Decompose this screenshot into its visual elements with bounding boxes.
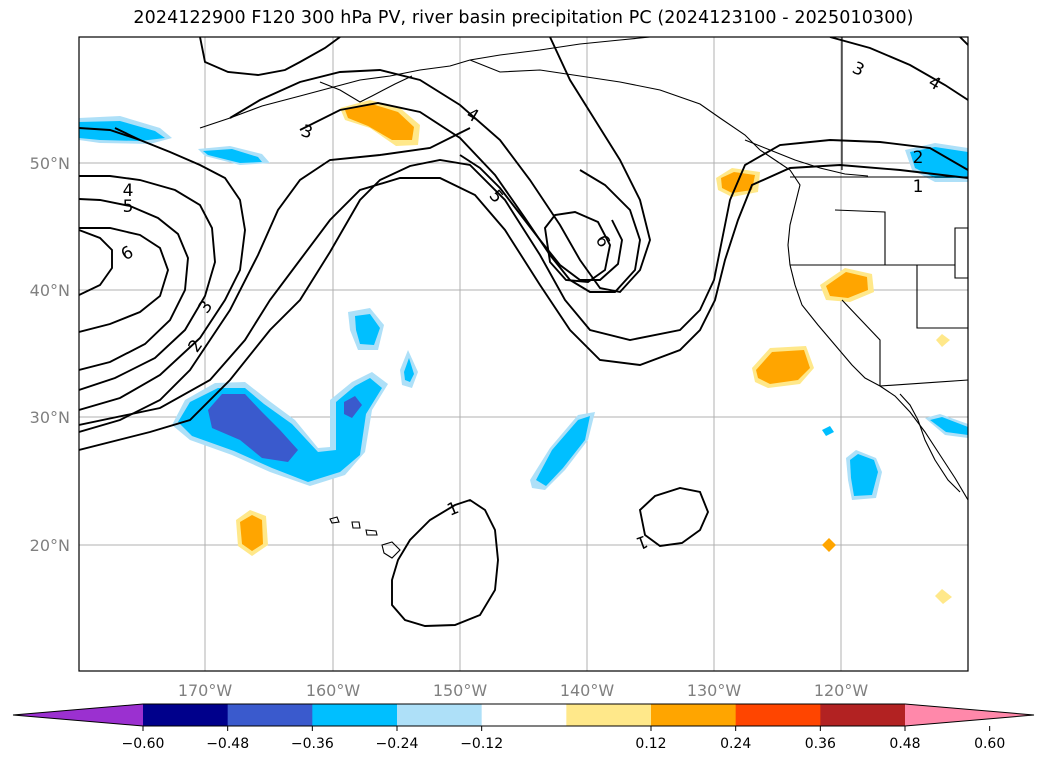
colorbar-tick-label: −0.24	[376, 736, 419, 752]
lon-label: 140°W	[560, 681, 615, 700]
colorbar-swatch	[820, 704, 906, 726]
precip-negative-area	[355, 314, 380, 345]
colorbar-tick-label: 0.24	[720, 736, 751, 752]
colorbar-tick-label: −0.36	[291, 736, 334, 752]
precip-positive-area	[935, 589, 952, 604]
map-title: 2024122900 F120 300 hPa PV, river basin …	[133, 8, 914, 28]
colorbar-swatch	[143, 704, 229, 726]
colorbar-swatch	[566, 704, 652, 726]
coastlines	[199, 37, 968, 501]
colorbar-swatch	[735, 704, 821, 726]
precip-strong-negative-area	[208, 394, 298, 462]
colorbar-tick-label: −0.60	[122, 736, 165, 752]
precip-negative-area	[404, 358, 414, 382]
lon-label: 170°W	[178, 681, 233, 700]
lon-label: 120°W	[814, 681, 869, 700]
precip-negative-area	[930, 417, 968, 435]
lon-label: 150°W	[433, 681, 488, 700]
colorbar-swatch	[481, 704, 567, 726]
colorbar-swatch	[651, 704, 737, 726]
gridlines	[79, 37, 968, 671]
colorbar-tick-label: 0.60	[974, 736, 1005, 752]
contour-label: 1	[913, 177, 924, 197]
precip-positive-area	[240, 515, 263, 551]
colorbar-swatch	[312, 704, 398, 726]
colorbar-tick-label: −0.12	[460, 736, 503, 752]
pv-contours	[79, 37, 968, 627]
colorbar-tick-label: −0.48	[206, 736, 249, 752]
precip-strong-negative-area	[344, 396, 362, 418]
precip-negative-area	[536, 416, 590, 486]
precip-positive-area	[345, 104, 414, 140]
colorbar-tick-label: 0.48	[889, 736, 920, 752]
precip-positive-area	[826, 272, 868, 298]
colorbar-tick-label: 0.36	[805, 736, 836, 752]
colorbar-tick-label: 0.12	[635, 736, 666, 752]
contour-label: 5	[123, 197, 134, 217]
precip-negative-area	[910, 147, 968, 178]
lat-label: 20°N	[30, 536, 70, 555]
precip-negative-area	[850, 454, 878, 496]
colorbar-extension-min	[13, 704, 143, 726]
lat-label: 30°N	[30, 408, 70, 427]
colorbar-swatch	[227, 704, 313, 726]
latitude-labels: 50°N 40°N 30°N 20°N	[30, 154, 70, 555]
longitude-labels: 170°W 160°W 150°W 140°W 130°W 120°W	[178, 681, 869, 700]
contour-label: 4	[123, 181, 134, 201]
lat-label: 50°N	[30, 154, 70, 173]
precip-positive-area	[936, 334, 950, 347]
lon-label: 130°W	[687, 681, 742, 700]
precip-positive-area	[756, 350, 810, 384]
precip-negative-area	[203, 149, 262, 163]
precip-negative-area	[822, 426, 834, 436]
precip-shading	[79, 100, 968, 604]
hawaii-islands	[329, 516, 401, 559]
colorbar-extension-max	[905, 704, 1034, 726]
colorbar: −0.60 −0.48 −0.36 −0.24 −0.12 0.12 0.24 0.36 0.4…	[12, 703, 1035, 752]
colorbar-swatch	[397, 704, 483, 726]
map-frame	[78, 36, 969, 672]
precip-positive-area	[822, 538, 836, 552]
lat-label: 40°N	[30, 281, 70, 300]
map-background	[79, 37, 968, 671]
contour-label: 2	[913, 148, 924, 168]
lon-label: 160°W	[306, 681, 361, 700]
